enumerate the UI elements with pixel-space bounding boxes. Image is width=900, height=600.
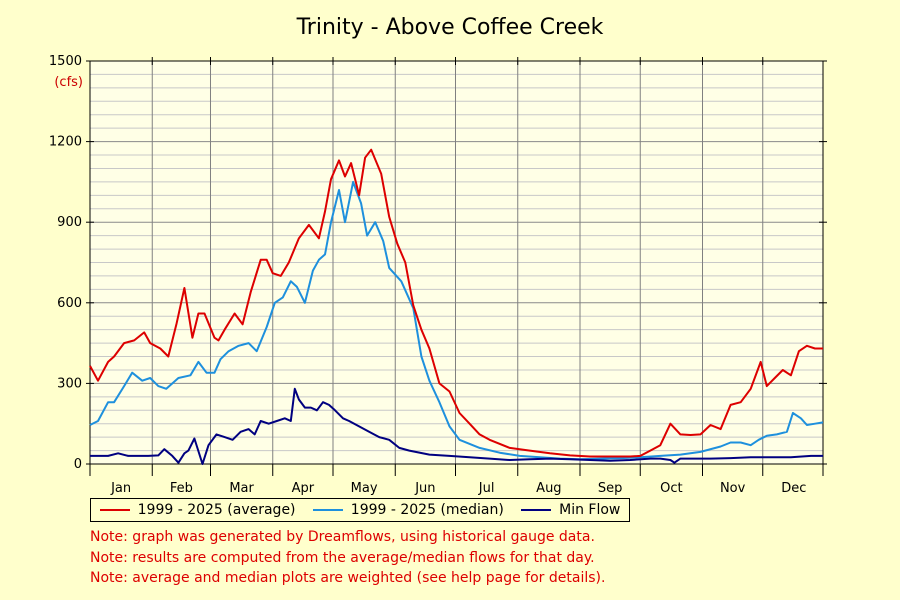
x-tick-label: Oct xyxy=(660,481,682,496)
x-tick-label: Feb xyxy=(170,481,193,496)
x-tick-label: Jan xyxy=(110,481,131,496)
note-line: Note: graph was generated by Dreamflows,… xyxy=(90,529,595,545)
note-line: Note: results are computed from the aver… xyxy=(90,549,595,566)
y-tick-label: 600 xyxy=(57,296,82,311)
note-line: Note: average and median plots are weigh… xyxy=(90,570,606,586)
legend-swatch-min-flow xyxy=(521,509,552,511)
y-tick-label: 0 xyxy=(74,457,82,472)
legend-label-median: 1999 - 2025 (median) xyxy=(350,502,504,518)
plot-border xyxy=(89,60,824,465)
legend-swatch-average xyxy=(99,509,130,511)
x-tick-label: Jun xyxy=(414,481,435,496)
y-tick-label: 300 xyxy=(57,376,82,391)
x-tick-label: Dec xyxy=(781,481,806,496)
legend-item-min-flow: Min Flow xyxy=(521,502,620,518)
legend-label-min-flow: Min Flow xyxy=(559,502,621,518)
legend-item-average: 1999 - 2025 (average) xyxy=(99,502,296,518)
flow-chart: Trinity - Above Coffee Creek (cfs) 0 300 6… xyxy=(49,15,827,496)
average-series-line xyxy=(89,148,823,458)
x-tick-label: Mar xyxy=(229,481,254,496)
y-tick-label: 900 xyxy=(57,215,82,230)
y-tick-label: 1500 xyxy=(49,54,82,69)
chart-title: Trinity - Above Coffee Creek xyxy=(296,15,604,40)
x-tick-label: Apr xyxy=(292,481,315,496)
legend-item-median: 1999 - 2025 (median) xyxy=(312,502,504,518)
x-tick-label: Nov xyxy=(720,481,746,496)
x-tick-label: May xyxy=(351,481,378,496)
x-tick-label: Jul xyxy=(478,481,495,496)
legend-label-average: 1999 - 2025 (average) xyxy=(137,502,296,518)
min-flow-series-line xyxy=(90,387,823,465)
series-layer xyxy=(89,148,824,465)
legend: 1999 - 2025 (average) 1999 - 2025 (media… xyxy=(90,498,630,522)
x-tick-label: Sep xyxy=(598,481,623,496)
notes: Note: graph was generated by Dreamflows,… xyxy=(90,527,605,589)
y-unit-label: (cfs) xyxy=(54,75,83,90)
median-series-line xyxy=(89,180,824,461)
y-tick-label: 1200 xyxy=(49,135,82,150)
axes: 0 300 600 900 1200 1500 Jan Feb Mar Apr May Jun Jul A… xyxy=(49,54,827,496)
x-tick-label: Aug xyxy=(536,481,561,496)
legend-swatch-median xyxy=(312,509,343,511)
